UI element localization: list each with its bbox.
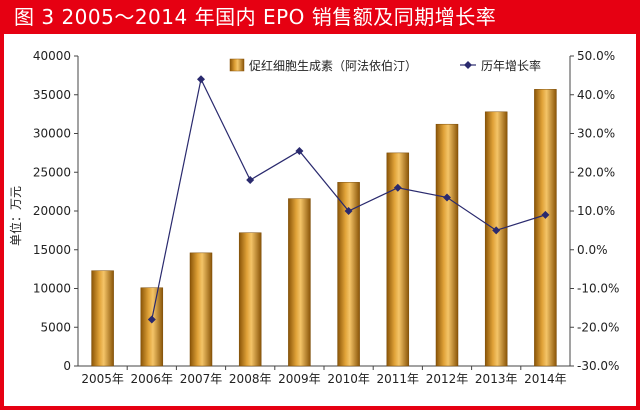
x-tick-label: 2006年 xyxy=(131,372,174,386)
y2-tick-label: 50.0% xyxy=(577,49,615,63)
growth-point xyxy=(295,146,304,155)
axes-group: 0 5000 10000 15000 20000 25000 30000 35000 40000… xyxy=(33,49,620,386)
y-tick-label: 0 xyxy=(63,359,71,373)
legend-line-label: 历年增长率 xyxy=(481,58,541,73)
growth-point xyxy=(197,75,205,84)
y2-tick-label: -10.0% xyxy=(577,282,619,296)
x-tick-label: 2012年 xyxy=(426,372,469,386)
growth-point xyxy=(147,315,156,324)
growth-point xyxy=(393,183,402,192)
y2-tick-label: -20.0% xyxy=(577,320,619,334)
legend-line-marker xyxy=(464,61,472,69)
y-tick-label: 10000 xyxy=(33,282,71,296)
bar xyxy=(435,123,459,367)
x-tick-label: 2010年 xyxy=(327,372,370,386)
x-tick-label: 2013年 xyxy=(475,372,518,386)
bar xyxy=(91,270,114,367)
bar xyxy=(238,232,262,367)
bar xyxy=(534,89,557,367)
growth-point xyxy=(492,226,501,235)
x-tick-label: 2005年 xyxy=(81,372,124,386)
x-tick-label: 2008年 xyxy=(229,372,272,386)
bar xyxy=(189,252,213,367)
bar xyxy=(337,182,360,367)
x-tick-label: 2011年 xyxy=(377,372,420,386)
y2-tick-label: 40.0% xyxy=(577,88,615,102)
bar xyxy=(140,287,164,367)
legend-bar-swatch xyxy=(229,58,245,72)
y2-tick-label: 30.0% xyxy=(577,127,615,141)
y-tick-label: 35000 xyxy=(33,88,71,102)
growth-point xyxy=(246,176,255,184)
bar xyxy=(386,152,410,367)
legend-bar-label: 促红细胞生成素（阿法依伯汀） xyxy=(249,58,417,73)
bar xyxy=(288,198,311,367)
growth-point xyxy=(443,193,451,202)
growth-line-group xyxy=(147,75,550,324)
y-tick-label: 20000 xyxy=(33,204,71,218)
bar xyxy=(484,111,508,367)
y-tick-label: 25000 xyxy=(33,165,71,179)
x-tick-label: 2007年 xyxy=(180,372,223,386)
y2-tick-label: 0.0% xyxy=(577,243,608,257)
y-tick-label: 5000 xyxy=(40,320,71,334)
bars-group xyxy=(91,89,557,367)
growth-point xyxy=(344,207,353,215)
growth-point xyxy=(541,210,550,219)
legend: 促红细胞生成素（阿法依伯汀） 历年增长率 xyxy=(229,58,541,73)
y2-tick-label: -30.0% xyxy=(577,359,619,373)
chart-title: 图 3 2005～2014 年国内 EPO 销售额及同期增长率 xyxy=(4,0,640,34)
y-axis-label: 单位：万元 xyxy=(8,186,23,246)
y2-tick-label: 10.0% xyxy=(577,204,615,218)
y-tick-label: 15000 xyxy=(33,243,71,257)
y-tick-label: 30000 xyxy=(33,127,71,141)
x-tick-label: 2014年 xyxy=(524,372,567,386)
y2-tick-label: 20.0% xyxy=(577,165,615,179)
y-tick-label: 40000 xyxy=(33,49,71,63)
x-tick-label: 2009年 xyxy=(278,372,321,386)
